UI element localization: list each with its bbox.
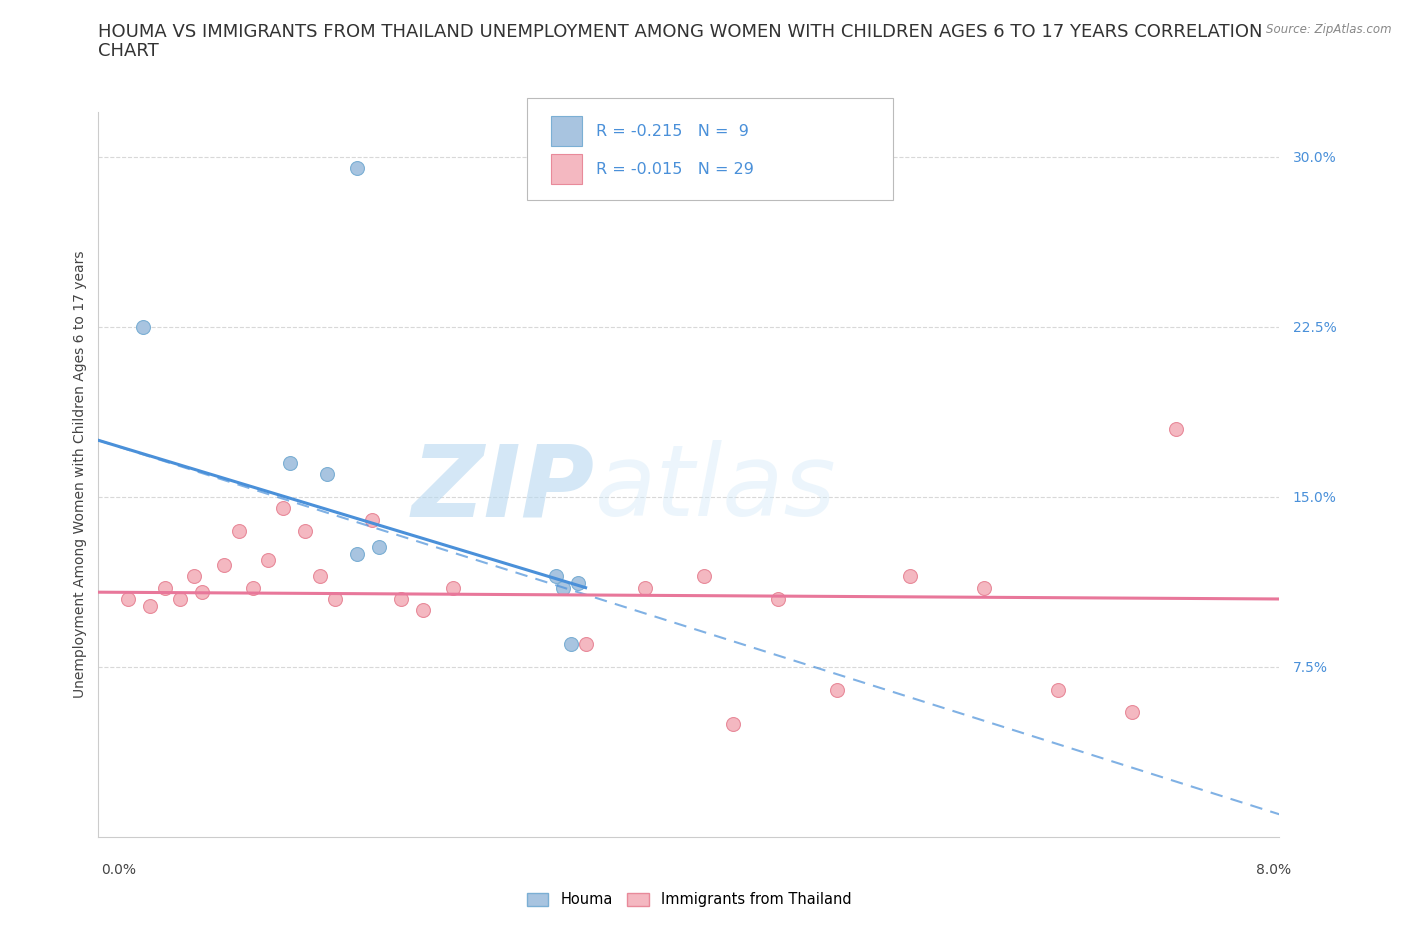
Point — [132, 320, 155, 335]
Text: HOUMA VS IMMIGRANTS FROM THAILAND UNEMPLOYMENT AMONG WOMEN WITH CHILDREN AGES 6 : HOUMA VS IMMIGRANTS FROM THAILAND UNEMPL… — [98, 23, 1263, 41]
Point — [212, 558, 235, 573]
Point — [1164, 421, 1187, 436]
Text: R = -0.215   N =  9: R = -0.215 N = 9 — [596, 124, 749, 139]
Text: atlas: atlas — [595, 440, 837, 538]
Point — [389, 591, 412, 606]
Point — [973, 580, 995, 595]
Point — [1121, 705, 1143, 720]
Point — [1046, 683, 1069, 698]
Point — [190, 585, 214, 600]
Point — [367, 539, 389, 554]
Point — [308, 569, 332, 584]
Text: ZIP: ZIP — [412, 440, 595, 538]
Point — [544, 569, 567, 584]
Point — [228, 524, 250, 538]
Y-axis label: Unemployment Among Women with Children Ages 6 to 17 years: Unemployment Among Women with Children A… — [73, 250, 87, 698]
Point — [567, 576, 589, 591]
Point — [898, 569, 921, 584]
Legend: Houma, Immigrants from Thailand: Houma, Immigrants from Thailand — [520, 886, 858, 913]
Text: Source: ZipAtlas.com: Source: ZipAtlas.com — [1267, 23, 1392, 36]
Point — [278, 456, 301, 471]
Point — [825, 683, 848, 698]
Point — [766, 591, 789, 606]
Point — [169, 591, 191, 606]
Point — [316, 467, 339, 482]
Text: CHART: CHART — [98, 42, 159, 60]
Point — [257, 553, 280, 568]
Point — [553, 580, 575, 595]
Point — [271, 501, 294, 516]
Point — [183, 569, 205, 584]
Point — [692, 569, 714, 584]
Point — [242, 580, 264, 595]
Point — [153, 580, 176, 595]
Point — [323, 591, 346, 606]
Point — [139, 598, 162, 613]
Text: R = -0.015   N = 29: R = -0.015 N = 29 — [596, 162, 754, 177]
Point — [721, 716, 744, 731]
Point — [441, 580, 464, 595]
Point — [412, 603, 434, 618]
Point — [633, 580, 655, 595]
Point — [117, 591, 139, 606]
Point — [346, 546, 368, 561]
Text: 0.0%: 0.0% — [101, 862, 136, 877]
Point — [294, 524, 316, 538]
Point — [360, 512, 382, 527]
Point — [560, 637, 582, 652]
Text: 8.0%: 8.0% — [1256, 862, 1291, 877]
Point — [346, 161, 368, 176]
Point — [574, 637, 596, 652]
